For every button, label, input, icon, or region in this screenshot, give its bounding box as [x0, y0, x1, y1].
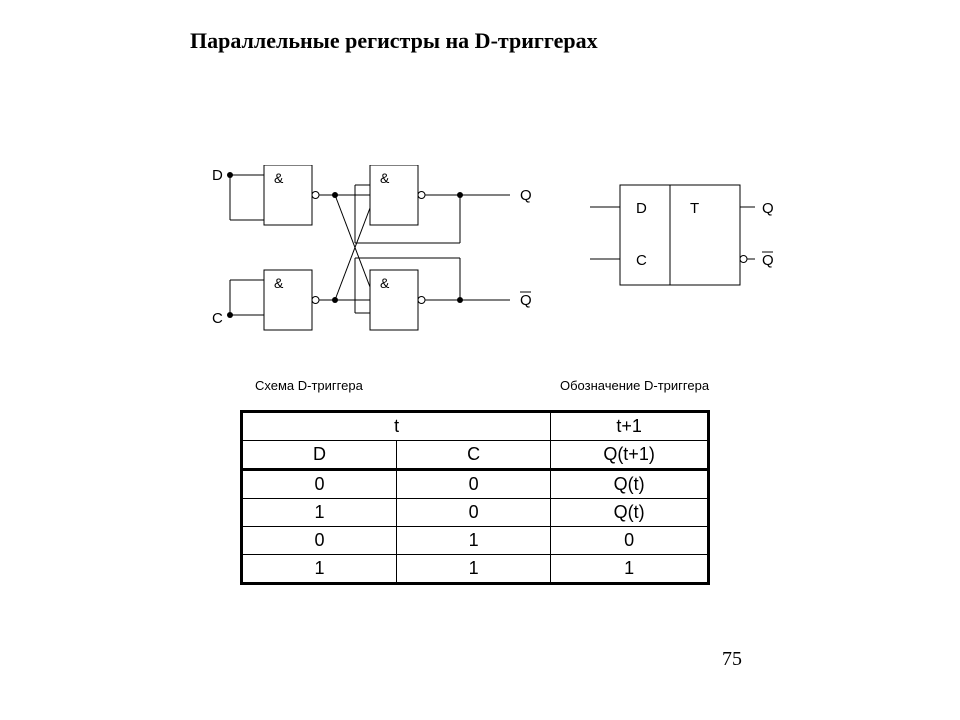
table-cell: 1 [242, 555, 397, 584]
table-cell: 0 [551, 527, 709, 555]
svg-text:&: & [380, 170, 390, 186]
table-cell: 1 [242, 499, 397, 527]
svg-text:Q: Q [762, 200, 774, 217]
table-cell: t+1 [551, 412, 709, 441]
page-title: Параллельные регистры на D-триггерах [190, 28, 598, 54]
table-cell: Q(t) [551, 470, 709, 499]
circuit-svg: & & & & D C Q Q [200, 165, 540, 365]
table-cell: 0 [397, 499, 551, 527]
d-trigger-symbol: D C T Q Q [580, 175, 780, 310]
table-cell: D [242, 441, 397, 470]
table-cell: 0 [242, 527, 397, 555]
table-cell: t [242, 412, 551, 441]
table-cell: Q(t) [551, 499, 709, 527]
table-cell: 1 [397, 555, 551, 584]
svg-text:Q: Q [520, 187, 532, 204]
table-cell: 0 [397, 470, 551, 499]
table-cell: 1 [551, 555, 709, 584]
svg-text:Q: Q [520, 292, 532, 309]
caption-symbol: Обозначение D-триггера [560, 378, 709, 393]
table-cell: C [397, 441, 551, 470]
svg-text:C: C [212, 310, 223, 327]
table-cell: 1 [397, 527, 551, 555]
svg-text:T: T [690, 200, 699, 217]
svg-text:D: D [212, 167, 223, 184]
svg-text:&: & [380, 275, 390, 291]
page-number: 75 [722, 648, 742, 671]
symbol-svg: D C T Q Q [580, 175, 780, 305]
table-cell: Q(t+1) [551, 441, 709, 470]
truth-table: tt+1DCQ(t+1)00Q(t)10Q(t)010111 [240, 410, 710, 585]
svg-text:&: & [274, 170, 284, 186]
svg-text:D: D [636, 200, 647, 217]
d-trigger-circuit: & & & & D C Q Q [200, 165, 540, 370]
svg-text:&: & [274, 275, 284, 291]
table-cell: 0 [242, 470, 397, 499]
svg-text:C: C [636, 252, 647, 269]
svg-text:Q: Q [762, 252, 774, 269]
caption-circuit: Схема D-триггера [255, 378, 363, 393]
